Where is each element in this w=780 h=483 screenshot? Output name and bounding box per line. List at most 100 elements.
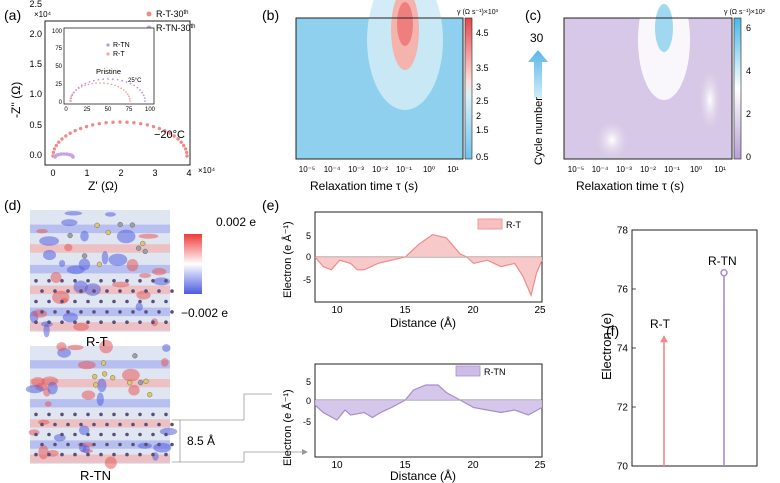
molecule-atom — [101, 371, 108, 377]
density-band — [30, 307, 170, 317]
inset-marker — [128, 95, 130, 98]
density-lobe — [32, 309, 48, 318]
density-band — [30, 440, 170, 449]
rt-marker — [97, 122, 102, 126]
panel-e-ylabel-bottom: Electron (e Å⁻¹) — [281, 389, 294, 466]
molecule-atom — [127, 380, 133, 386]
density-lobe — [80, 230, 89, 242]
atom — [66, 422, 70, 427]
atom — [34, 432, 38, 437]
inset-marker — [144, 100, 146, 102]
density-band — [30, 224, 170, 234]
panel-f-electron-chart: Electron (e) 78 76 74 72 70 R-T R-TN — [599, 226, 758, 473]
atom — [47, 299, 51, 304]
atom — [118, 442, 122, 447]
inset-marker — [87, 83, 90, 86]
panel-a-legend-marker — [146, 11, 152, 17]
atom — [66, 289, 70, 293]
panel-b-colorbar-tick: 4.5 — [476, 28, 489, 38]
rt-marker — [91, 123, 95, 127]
rtn-marker — [62, 152, 66, 156]
density-lobe — [152, 267, 167, 276]
atom — [60, 299, 64, 304]
atom — [73, 279, 77, 283]
inset-marker — [102, 78, 105, 81]
panel-c-colorbar-tick: 0 — [746, 152, 751, 162]
panel-c-cycle-label: Cycle number — [533, 97, 545, 165]
molecule-atom — [132, 353, 138, 359]
panel-d-label-rt: R-T — [86, 334, 108, 349]
atom — [144, 422, 148, 427]
density-lobe — [153, 442, 172, 453]
inset-marker — [70, 100, 72, 102]
atom — [86, 299, 90, 304]
panel-a-inset-xtick: 0 — [64, 107, 68, 113]
panel-a-inset-ytick: 75 — [55, 46, 62, 52]
panel-e-rt-line — [314, 233, 543, 298]
inset-marker — [80, 85, 83, 88]
atom — [125, 299, 129, 304]
molecule-atom — [147, 392, 153, 398]
atom — [99, 279, 103, 283]
inset-marker — [142, 94, 145, 97]
density-lobe — [67, 344, 84, 351]
atom — [131, 310, 135, 314]
atom — [73, 320, 77, 325]
density-lobe — [161, 358, 169, 367]
density-lobe — [53, 434, 66, 442]
atom — [157, 310, 161, 314]
panel-a-xtick: 2 — [118, 168, 123, 178]
rt-marker — [182, 143, 186, 148]
panel-c-cycle-arrow — [528, 50, 548, 98]
atom — [40, 422, 44, 427]
atom — [125, 279, 129, 283]
density-lobe — [43, 249, 56, 261]
panel-label-c: (c) — [525, 7, 541, 23]
density-lobe — [84, 283, 101, 296]
panel-b-colorbar-tick: 2 — [476, 111, 481, 121]
panel-e-legend-rt: R-T — [506, 220, 521, 230]
panel-a-inset-xtick: 100 — [145, 107, 156, 113]
atom — [73, 412, 77, 417]
rt-marker — [118, 120, 122, 124]
panel-e-top-xtick: 20 — [467, 305, 479, 316]
inset-marker — [88, 81, 91, 83]
panel-b-xtick: 10⁰ — [423, 165, 435, 174]
atom — [144, 310, 148, 314]
panel-a-inset-legend-rtn: R-TN — [113, 42, 130, 49]
panel-label-b: (b) — [262, 7, 279, 23]
rt-marker — [139, 122, 143, 126]
panel-e-bottom-xtick: 15 — [399, 460, 411, 471]
panel-d-colorbar — [184, 234, 202, 294]
inset-marker — [71, 94, 74, 97]
molecule-atom — [142, 248, 148, 255]
density-lobe — [121, 368, 140, 382]
rtn-marker — [71, 155, 75, 159]
panel-e-bottom-ytick: 0 — [306, 396, 311, 406]
inset-marker — [139, 89, 141, 91]
rt-marker — [51, 150, 56, 155]
inset-marker — [99, 82, 101, 84]
atom — [112, 320, 116, 325]
panel-b-colorbar-tick: 3.5 — [476, 63, 489, 73]
panel-label-d: (d) — [4, 197, 21, 213]
panel-b-xtick: 10⁻¹ — [396, 165, 412, 174]
inset-marker — [129, 82, 132, 85]
atom — [53, 289, 57, 293]
atom — [99, 452, 103, 457]
inset-marker — [84, 82, 87, 85]
panel-c-xtick: 10⁰ — [690, 165, 702, 174]
panel-a-ytick: 1.0 — [29, 89, 42, 99]
inset-marker — [106, 82, 109, 85]
panel-d-charge-density: 0.002 e −0.002 e R-T R-TN 8.5 Å — [25, 210, 308, 483]
density-lobe — [56, 342, 67, 352]
rt-marker — [64, 134, 68, 138]
inset-marker — [136, 86, 139, 89]
inset-marker — [117, 85, 120, 88]
atom — [125, 320, 129, 325]
atom — [34, 452, 38, 457]
inset-marker — [121, 79, 124, 82]
panel-a-inset-ytick: 50 — [55, 64, 62, 70]
density-lobe — [50, 272, 62, 283]
inset-marker — [103, 82, 105, 85]
